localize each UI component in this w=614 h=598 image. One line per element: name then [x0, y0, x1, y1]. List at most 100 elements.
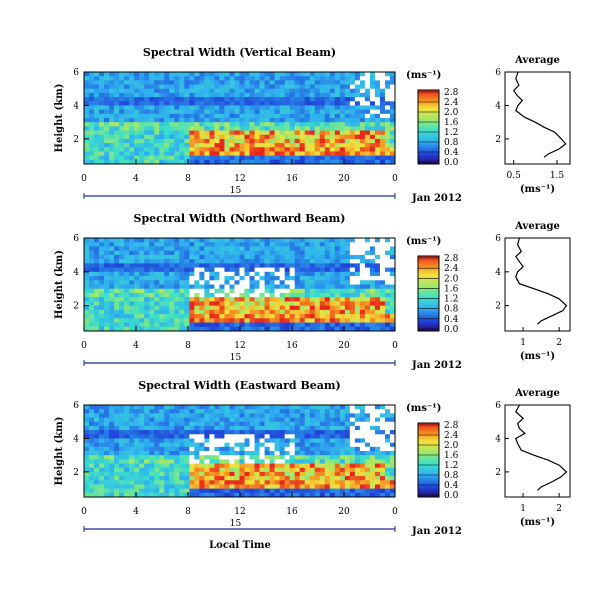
heatmap-cell	[124, 467, 130, 473]
heatmap-cell	[114, 459, 120, 464]
heatmap-cell	[319, 138, 326, 144]
heatmap-cell	[84, 455, 90, 460]
heatmap-cell	[349, 263, 356, 268]
heatmap-cell	[364, 72, 371, 77]
heatmap-cell	[129, 242, 135, 247]
heatmap-cell	[159, 425, 165, 431]
heatmap-cell	[384, 405, 391, 410]
heatmap-cell	[124, 130, 130, 136]
heatmap-cell	[309, 476, 316, 481]
heatmap-cell	[144, 113, 150, 119]
heatmap-cell	[234, 434, 240, 439]
heatmap-cell	[144, 288, 150, 294]
heatmap-cell	[164, 438, 170, 444]
heatmap-cell	[304, 109, 311, 115]
heatmap-cell	[349, 130, 356, 136]
heatmap-cell	[109, 409, 115, 414]
heatmap-cell	[124, 455, 130, 460]
heatmap-cell	[384, 417, 391, 423]
heatmap-cell	[389, 143, 396, 148]
heatmap-cell	[89, 143, 95, 148]
heatmap-cell	[274, 113, 281, 119]
heatmap-cell	[129, 442, 135, 448]
heatmap-cell	[94, 143, 100, 148]
heatmap-cell	[159, 417, 165, 423]
heatmap-cell	[254, 105, 260, 111]
heatmap-cell	[109, 130, 115, 136]
heatmap-cell	[229, 301, 235, 307]
heatmap-cell	[334, 430, 341, 435]
heatmap-cell	[224, 263, 230, 268]
heatmap-cell	[224, 292, 230, 298]
heatmap-cell	[109, 276, 115, 281]
heatmap-cell	[274, 480, 281, 485]
heatmap-cell	[164, 134, 170, 140]
heatmap-cell	[354, 259, 361, 264]
heatmap-cell	[119, 314, 125, 319]
heatmap-cell	[379, 326, 386, 332]
heatmap-cell	[229, 280, 235, 285]
heatmap-cell	[244, 80, 250, 85]
heatmap-cell	[209, 326, 215, 332]
heatmap-cell	[184, 263, 190, 268]
heatmap-cell	[299, 126, 306, 131]
heatmap-cell	[384, 118, 391, 123]
heatmap-cell	[304, 314, 311, 319]
heatmap-cell	[329, 301, 336, 307]
heatmap-cell	[224, 101, 230, 106]
heatmap-cell	[349, 76, 356, 81]
heatmap-cell	[239, 297, 245, 302]
heatmap-cell	[309, 76, 316, 81]
heatmap-cell	[259, 92, 265, 98]
heatmap-cell	[269, 280, 276, 285]
heatmap-cell	[84, 488, 90, 494]
heatmap-cell	[184, 492, 190, 498]
heatmap-cell	[369, 467, 376, 473]
heatmap-cell	[169, 425, 175, 431]
heatmap-cell	[89, 271, 95, 277]
heatmap-cell	[89, 97, 95, 102]
heatmap-cell	[314, 138, 321, 144]
heatmap-cell	[214, 430, 220, 435]
heatmap-cell	[104, 297, 110, 302]
heatmap-cell	[339, 254, 346, 260]
heatmap-cell	[359, 305, 366, 311]
heatmap-cell	[134, 417, 140, 423]
heatmap-cell	[384, 101, 391, 106]
heatmap-cell	[169, 434, 175, 439]
heatmap-cell	[119, 417, 125, 423]
heatmap-cell	[324, 126, 331, 131]
heatmap-cell	[284, 263, 291, 268]
heatmap-cell	[164, 259, 170, 264]
heatmap-cell	[269, 147, 276, 152]
heatmap-cell	[94, 288, 100, 294]
heatmap-cell	[214, 301, 220, 307]
heatmap-cell	[204, 263, 210, 268]
heatmap-cell	[184, 471, 190, 477]
heatmap-cell	[299, 238, 306, 243]
heatmap-cell	[289, 263, 296, 268]
heatmap-cell	[184, 455, 190, 460]
heatmap-cell	[89, 263, 95, 268]
heatmap-cell	[199, 326, 205, 332]
heatmap-cell	[154, 292, 160, 298]
heatmap-cell	[214, 326, 220, 332]
heatmap-cell	[264, 413, 270, 418]
heatmap-cell	[239, 326, 245, 332]
heatmap-cell	[344, 159, 351, 165]
heatmap-cell	[119, 492, 125, 498]
heatmap-cell	[129, 151, 135, 157]
heatmap-cell	[349, 118, 356, 123]
heatmap-cell	[374, 305, 381, 311]
heatmap-cell	[359, 292, 366, 298]
y-tick-label: 6	[73, 234, 79, 244]
heatmap-cell	[339, 250, 346, 256]
heatmap-cell	[84, 322, 90, 328]
heatmap-cell	[299, 138, 306, 144]
heatmap-cell	[284, 413, 291, 418]
heatmap-cell	[119, 442, 125, 448]
heatmap-cell	[334, 484, 341, 490]
heatmap-cell	[284, 105, 291, 111]
heatmap-cell	[124, 122, 130, 127]
heatmap-cell	[229, 151, 235, 157]
